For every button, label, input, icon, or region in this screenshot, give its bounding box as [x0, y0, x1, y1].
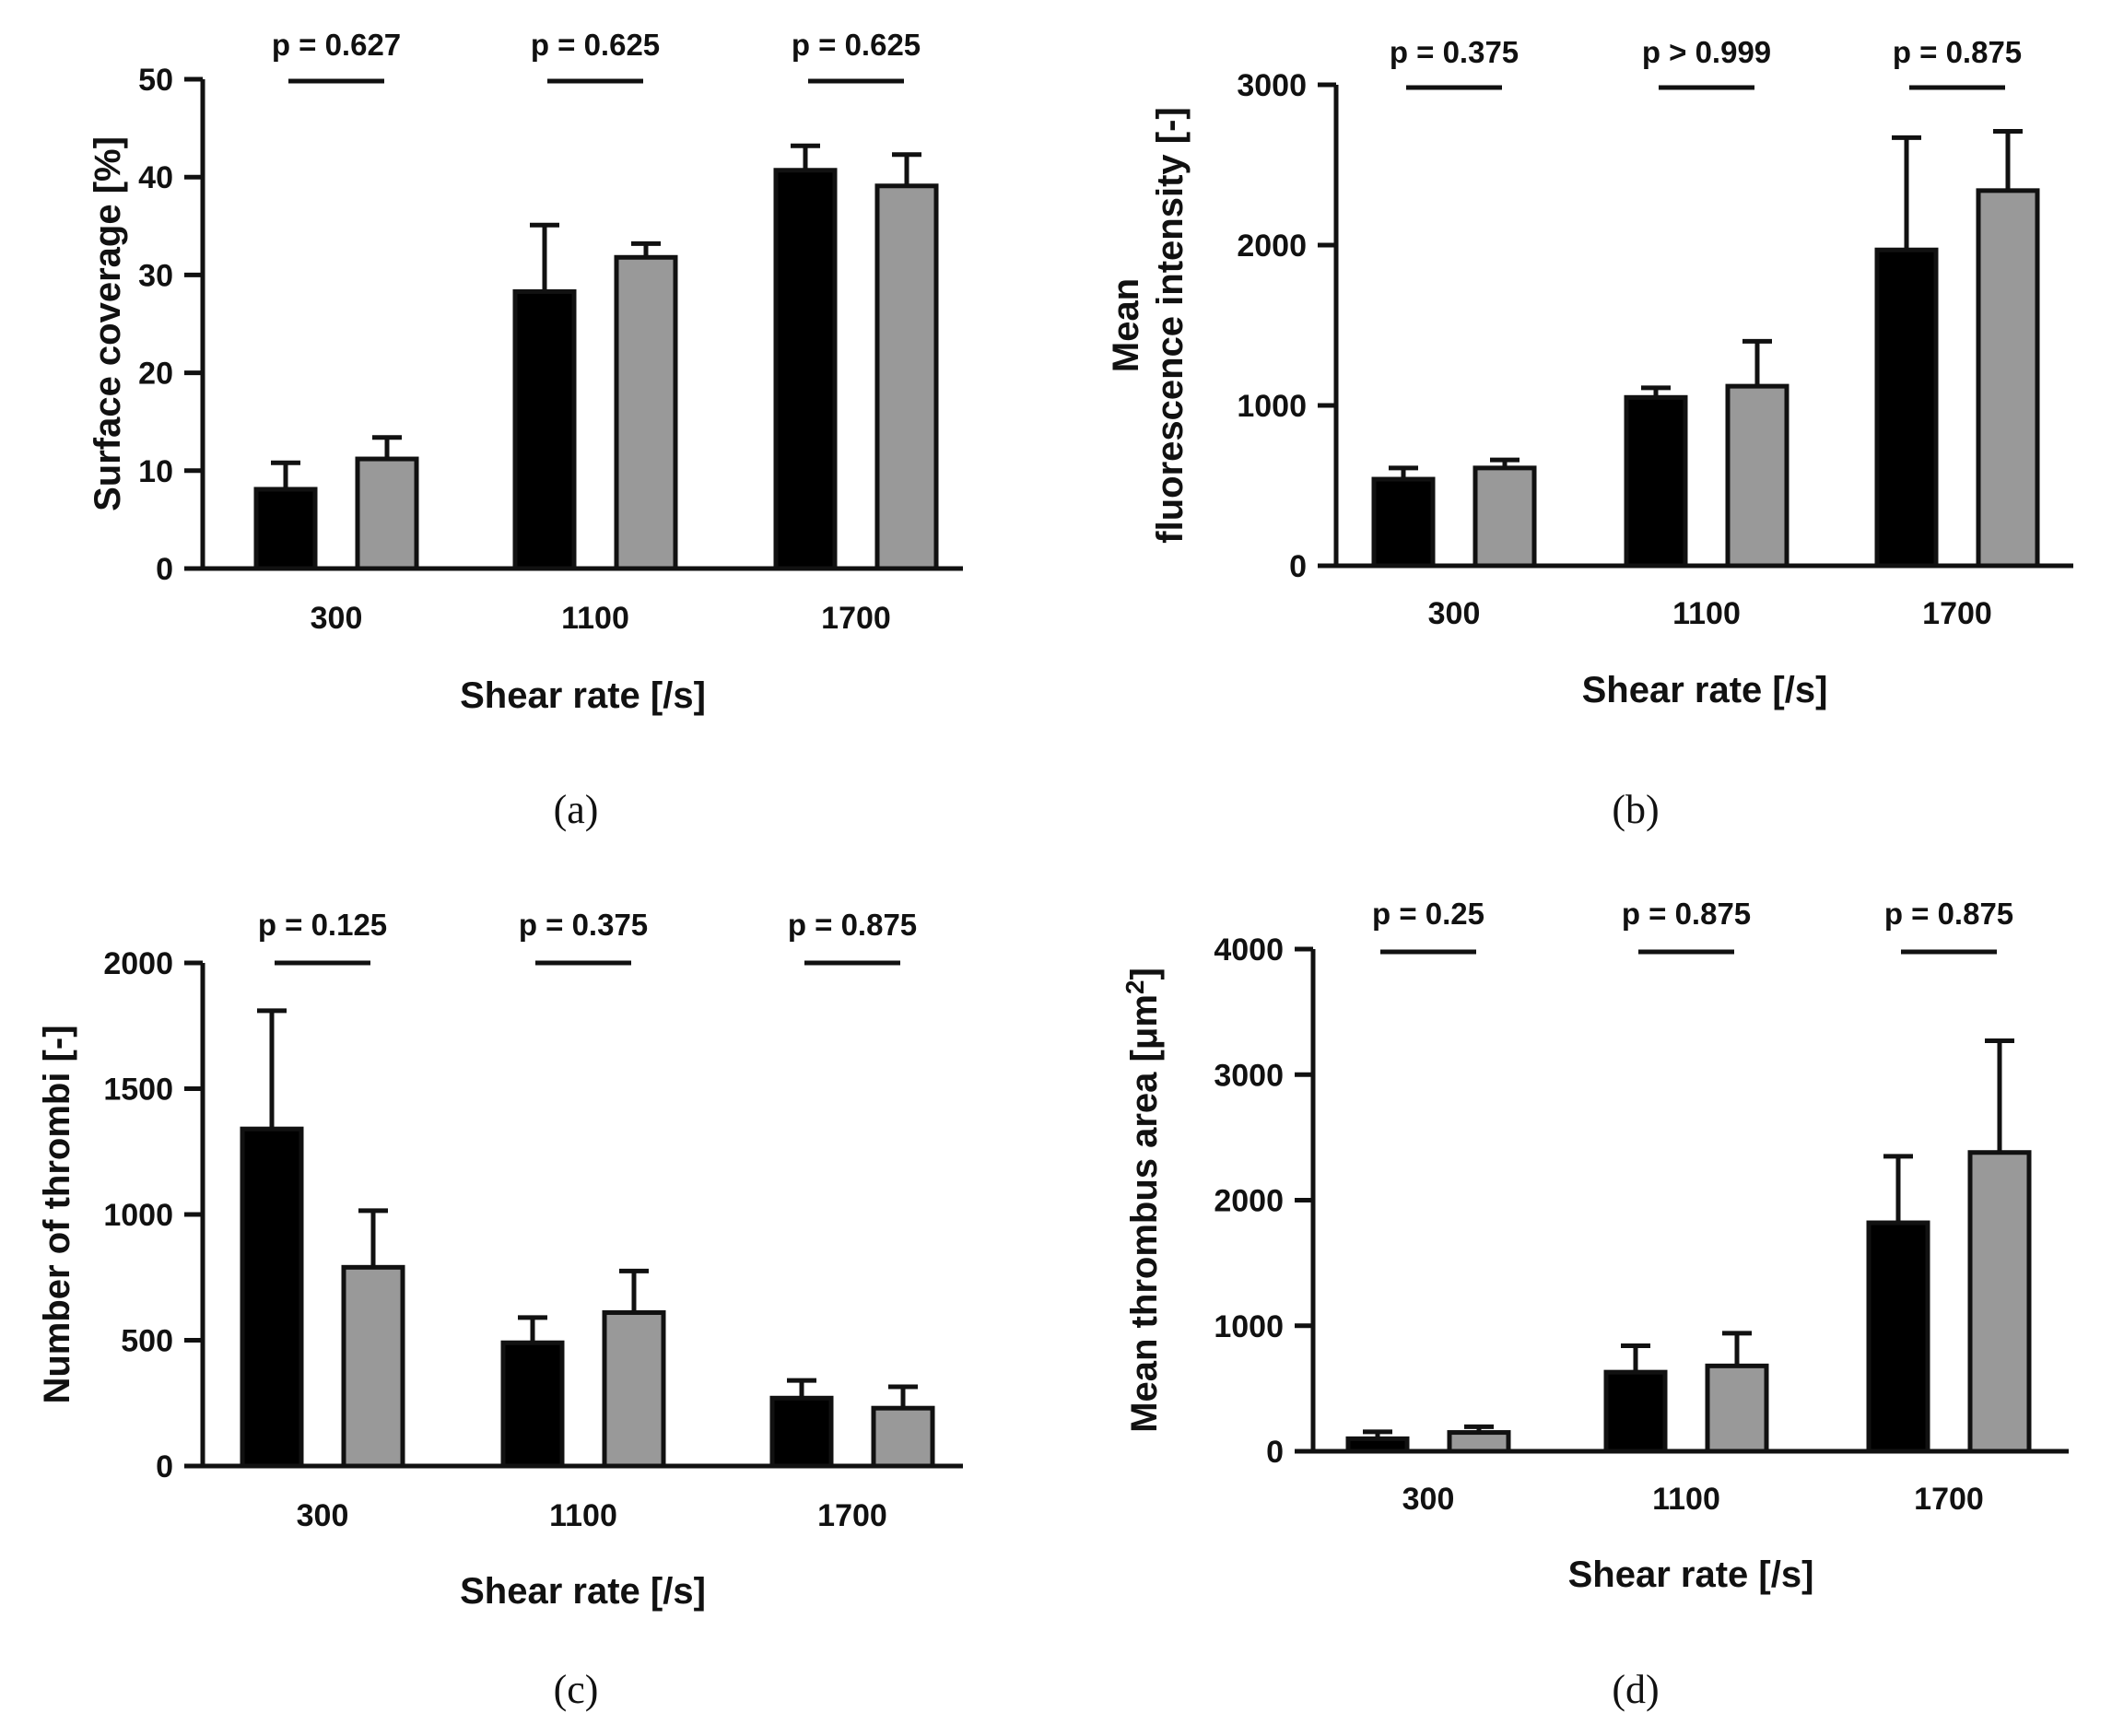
p-value-label: p = 0.875 [1622, 897, 1751, 931]
bar-1-300 [240, 1126, 304, 1469]
p-value-label: p = 0.627 [272, 28, 401, 62]
panel-label: (d) [1612, 1667, 1659, 1712]
bar-1-300 [1371, 476, 1436, 569]
panel-label: (a) [554, 787, 599, 832]
bar-1-1100 [512, 288, 577, 571]
bar-2-1100 [1725, 383, 1789, 569]
y-tick-label: 40 [138, 160, 173, 195]
y-tick-label: 0 [156, 1449, 173, 1484]
y-tick-label: 50 [138, 63, 173, 98]
y-tick-label: 2000 [1237, 229, 1307, 264]
x-tick-label: 300 [297, 1498, 349, 1533]
p-value-label: p = 0.875 [1884, 897, 2013, 931]
y-tick-label: 0 [1266, 1435, 1284, 1470]
y-axis-title-part: ] [1124, 968, 1165, 979]
p-value-label: p = 0.875 [1893, 35, 2022, 69]
x-tick-label: 1700 [821, 601, 891, 636]
y-tick-label: 4000 [1214, 933, 1284, 968]
y-tick-label: 0 [1289, 549, 1307, 584]
x-tick-label: 1100 [1672, 596, 1741, 631]
y-axis-title: Mean thrombus area [μm2] [1121, 968, 1165, 1433]
panel-label: (b) [1612, 787, 1659, 832]
y-axis-title-line: Mean [1106, 278, 1146, 372]
x-tick-label: 1100 [561, 601, 629, 636]
bar-2-300 [341, 1264, 405, 1469]
p-value-label: p > 0.999 [1642, 35, 1771, 69]
bar-1-1700 [773, 168, 838, 571]
y-tick-label: 2000 [1214, 1184, 1284, 1219]
y-axis-title: Surface coverage [%] [88, 136, 128, 511]
x-axis-title: Shear rate [/s] [1568, 1554, 1814, 1595]
x-axis-title: Shear rate [/s] [460, 1571, 706, 1612]
bar-1-1100 [1624, 394, 1688, 569]
bar-1-1700 [1874, 247, 1939, 569]
chart-panel-a: 0 10 20 30 40 50 300 p = 0.627 1100 p = 0.625 1700… [88, 28, 963, 832]
panel-label: (c) [554, 1667, 599, 1712]
bar-2-1700 [871, 1405, 935, 1469]
p-value-label: p = 0.625 [792, 28, 921, 62]
x-axis-title: Shear rate [/s] [460, 675, 706, 716]
x-tick-label: 1700 [1922, 596, 1992, 631]
bar-2-300 [1447, 1430, 1511, 1454]
bar-2-1700 [1976, 188, 2040, 569]
bar-1-300 [1345, 1436, 1410, 1454]
p-value-label: p = 0.375 [1390, 35, 1519, 69]
p-value-label: p = 0.875 [788, 908, 917, 942]
bar-2-300 [355, 456, 419, 571]
chart-panel-b: 0 1000 2000 3000 300 p = 0.375 1100 p > 0.999 17… [1106, 35, 2073, 832]
bar-2-1100 [1705, 1363, 1769, 1454]
y-tick-label: 10 [138, 454, 173, 489]
y-tick-label: 1000 [1237, 389, 1307, 424]
y-axis-title-line: fluorescence intensity [-] [1150, 107, 1191, 543]
bar-1-1100 [500, 1340, 565, 1469]
bar-1-300 [253, 487, 318, 571]
bar-2-1100 [614, 254, 678, 571]
x-axis-title: Shear rate [/s] [1582, 670, 1828, 710]
y-tick-label: 500 [121, 1324, 173, 1359]
y-tick-label: 1000 [1214, 1309, 1284, 1344]
x-tick-label: 1100 [1652, 1482, 1720, 1517]
x-tick-label: 1700 [1914, 1482, 1984, 1517]
y-tick-label: 3000 [1214, 1058, 1284, 1093]
y-tick-label: 1000 [103, 1198, 173, 1233]
y-axis-title-part: μm [1124, 994, 1165, 1050]
y-tick-label: 3000 [1237, 68, 1307, 103]
p-value-label: p = 0.125 [258, 908, 387, 942]
y-tick-label: 2000 [103, 946, 173, 981]
p-value-label: p = 0.625 [531, 28, 660, 62]
bar-1-1700 [1866, 1220, 1930, 1454]
x-tick-label: 300 [1402, 1482, 1455, 1517]
x-tick-label: 1100 [549, 1498, 617, 1533]
bar-2-1100 [602, 1309, 666, 1469]
x-tick-label: 1700 [817, 1498, 887, 1533]
y-axis-title-part: Mean thrombus area [ [1124, 1050, 1165, 1433]
x-tick-label: 300 [311, 601, 363, 636]
y-axis-title: Mean fluorescence intensity [-] [1106, 107, 1191, 543]
p-value-label: p = 0.375 [519, 908, 648, 942]
y-tick-label: 30 [138, 258, 173, 293]
p-value-label: p = 0.25 [1372, 897, 1484, 931]
bar-1-1700 [769, 1395, 834, 1469]
x-tick-label: 300 [1428, 596, 1481, 631]
y-tick-label: 0 [156, 552, 173, 587]
y-axis-title: Number of thrombi [-] [37, 1025, 77, 1403]
y-tick-label: 20 [138, 357, 173, 392]
y-tick-label: 1500 [103, 1073, 173, 1108]
chart-panel-c: 0 500 1000 1500 2000 300 p = 0.125 1100 p = 0.37… [37, 908, 963, 1712]
chart-panel-d: 0 1000 2000 3000 4000 300 p = 0.25 1100 p = 0.87… [1121, 897, 2069, 1712]
y-axis-title-superscript: 2 [1121, 980, 1149, 995]
bar-1-1100 [1603, 1369, 1668, 1454]
bar-2-1700 [874, 183, 939, 571]
bar-2-300 [1473, 465, 1537, 569]
bar-2-1700 [1967, 1150, 2032, 1454]
